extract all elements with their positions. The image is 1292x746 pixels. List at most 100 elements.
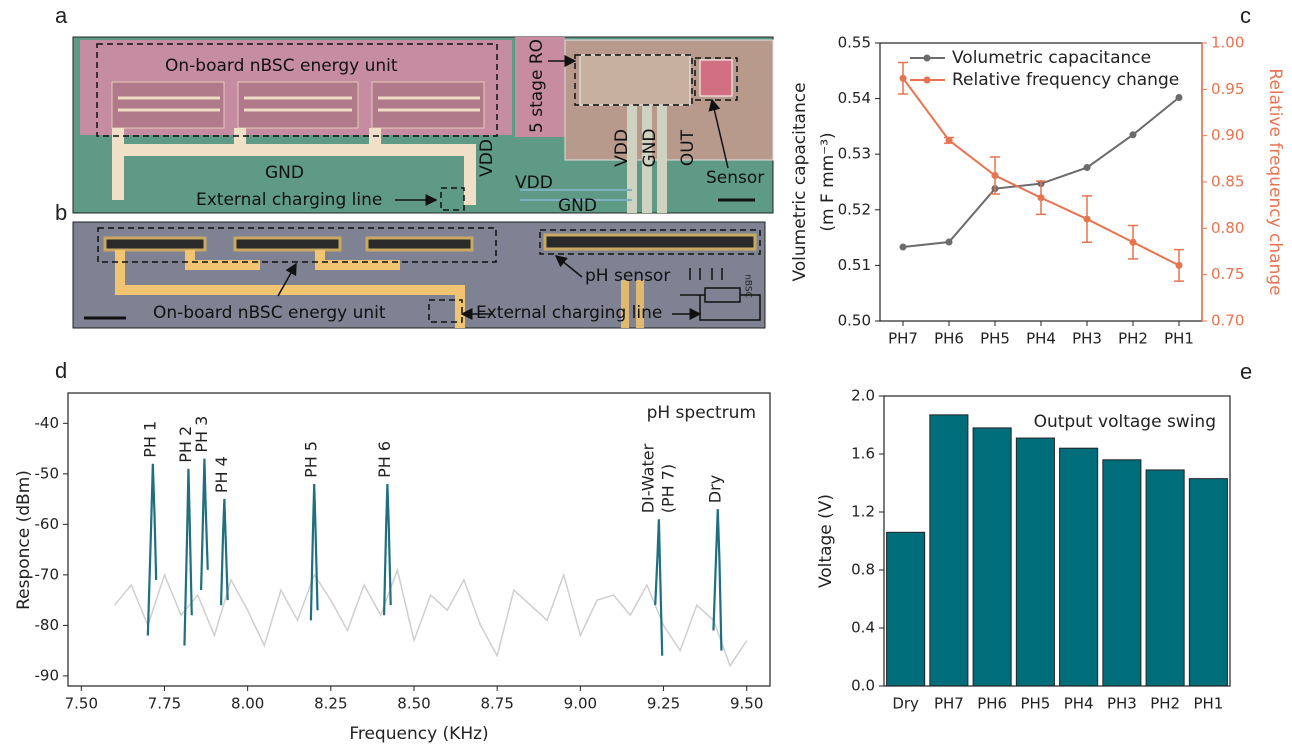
peak-label: (PH 7) — [658, 464, 677, 513]
x-tick-label: PH2 — [1150, 695, 1180, 713]
bar — [1102, 459, 1142, 687]
y-tick-label: 0.51 — [838, 256, 871, 274]
marker — [945, 238, 953, 246]
x-tick-label: Dry — [892, 695, 919, 713]
x-tick-label: 9.00 — [564, 695, 597, 713]
spectrum-line — [309, 483, 319, 621]
marker — [1083, 164, 1091, 172]
legend-marker — [923, 76, 931, 84]
marker — [1175, 261, 1183, 269]
annotation: Output voltage swing — [1034, 412, 1216, 432]
legend-marker — [923, 54, 931, 62]
y-tick-label: 0.90 — [1211, 126, 1244, 144]
photo-label: 5 stage RO — [527, 39, 547, 133]
y-tick-label: 0.55 — [838, 34, 871, 52]
x-tick-label: PH5 — [1020, 695, 1050, 713]
axis-title: Voltage (V) — [816, 494, 836, 588]
peak-label: PH 6 — [375, 441, 394, 478]
legend-label: Volumetric capacitance — [952, 48, 1151, 68]
axis-title: Frequency (KHz) — [349, 724, 488, 744]
marker — [1175, 93, 1183, 101]
bar — [972, 427, 1012, 687]
panel-label: e — [1240, 359, 1252, 384]
y-tick-label: 0.50 — [838, 312, 871, 330]
photo-a: On-board nBSC energy unit 5 stage RO GND… — [55, 3, 774, 216]
photo-label: GND — [558, 196, 597, 216]
y-tick-label: 0.4 — [851, 619, 875, 637]
marker — [1083, 215, 1091, 223]
bar — [929, 414, 969, 687]
photo-label: Sensor — [706, 168, 764, 188]
series-line — [902, 96, 1180, 249]
plot-frame — [883, 395, 1231, 687]
photo-label: OUT — [678, 129, 698, 166]
photo-label: VDD — [515, 173, 553, 193]
y-tick-label: -90 — [35, 666, 60, 684]
panel-label: d — [55, 358, 67, 383]
y-tick-label: -60 — [35, 515, 60, 533]
annotation: pH spectrum — [647, 403, 756, 423]
panel-label: a — [55, 3, 68, 28]
spectrum-line — [382, 483, 392, 616]
peak-label: PH 5 — [302, 441, 321, 478]
y-tick-label: 0.80 — [1211, 219, 1244, 237]
y-tick-label: 0.85 — [1211, 173, 1244, 191]
x-tick-label: 7.75 — [148, 695, 181, 713]
axis-title: (m F mm⁻³) — [818, 132, 838, 231]
bar — [1015, 437, 1055, 687]
bar — [1145, 469, 1185, 687]
legend-label: Relative frequency change — [952, 70, 1179, 90]
y-tick-label: 0.0 — [851, 677, 875, 695]
y-tick-label: -40 — [35, 414, 60, 432]
marker — [1129, 238, 1137, 246]
photo-label: nBSC — [743, 274, 753, 298]
peak-label: PH 1 — [140, 421, 159, 458]
x-tick-label: PH3 — [1107, 695, 1137, 713]
x-tick-label: PH4 — [1064, 695, 1094, 713]
x-tick-label: 8.50 — [397, 695, 430, 713]
x-tick-label: PH3 — [1072, 330, 1102, 348]
x-tick-label: 8.00 — [231, 695, 264, 713]
marker — [1037, 194, 1045, 202]
x-tick-label: 9.50 — [730, 695, 763, 713]
y-tick-label: 0.75 — [1211, 265, 1244, 283]
spectrum-line — [183, 468, 193, 646]
y-tick-label: 0.95 — [1211, 80, 1244, 98]
photo-label: VDD — [612, 129, 632, 167]
x-tick-label: 8.25 — [314, 695, 347, 713]
spectrum-line — [199, 458, 209, 591]
x-tick-label: PH4 — [1026, 330, 1056, 348]
y-tick-label: -50 — [35, 464, 60, 482]
photo-label: pH sensor — [585, 266, 670, 286]
marker — [899, 243, 907, 251]
photo-label: On-board nBSC energy unit — [153, 303, 386, 323]
bar — [886, 531, 926, 687]
marker — [945, 136, 953, 144]
spectrum-line — [654, 519, 664, 656]
photo-label: External charging line — [476, 303, 662, 323]
y-tick-label: 1.6 — [851, 445, 875, 463]
x-tick-label: PH5 — [980, 330, 1010, 348]
photo-label: VDD — [477, 139, 497, 177]
y-tick-label: 0.70 — [1211, 312, 1244, 330]
y-tick-label: -80 — [35, 616, 60, 634]
y-tick-label: 0.8 — [851, 561, 875, 579]
y-tick-label: 0.53 — [838, 145, 871, 163]
x-tick-label: 7.50 — [65, 695, 98, 713]
marker — [899, 74, 907, 82]
y-tick-label: 2.0 — [851, 387, 875, 405]
x-tick-label: PH1 — [1164, 330, 1194, 348]
spectrum-line — [712, 509, 723, 651]
photo-b: pH sensor On-board nBSC energy unit Exte… — [55, 200, 766, 329]
panel-label: c — [1240, 3, 1251, 28]
peak-label: PH 2 — [176, 426, 195, 463]
photo-label: External charging line — [196, 190, 382, 210]
x-tick-label: PH6 — [977, 695, 1007, 713]
x-tick-label: 9.25 — [647, 695, 680, 713]
bar — [1188, 478, 1228, 687]
x-tick-label: PH6 — [934, 330, 964, 348]
photo-label: On-board nBSC energy unit — [165, 56, 398, 76]
y-tick-label: 0.54 — [838, 89, 871, 107]
axis-title: Relative frequency change — [1265, 68, 1285, 295]
